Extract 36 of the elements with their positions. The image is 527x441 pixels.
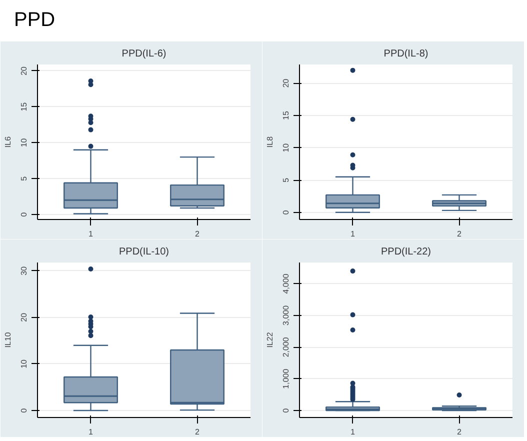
x-tick-label: 1 <box>350 428 356 436</box>
y-tick-label: 10 <box>20 358 28 368</box>
y-tick-label: 15 <box>20 102 28 112</box>
y-tick-label: 0 <box>282 210 290 215</box>
y-tick-label: 3,000 <box>282 304 290 326</box>
y-tick-label: 0 <box>282 408 290 413</box>
x-tick-label: 2 <box>195 230 200 238</box>
y-tick-label: 30 <box>20 266 28 276</box>
x-tick-label: 2 <box>457 230 462 238</box>
y-axis-title: IL10 <box>4 332 12 348</box>
y-tick-label: 20 <box>20 312 28 322</box>
y-tick-label: 5 <box>282 177 290 182</box>
y-tick-label: 4,000 <box>282 273 290 294</box>
chart-title: PPD(IL-10) <box>118 246 170 258</box>
chart-title: PPD(IL-8) <box>384 48 428 60</box>
y-tick-label: 15 <box>282 110 290 120</box>
x-tick-label: 1 <box>350 230 356 238</box>
y-tick-label: 0 <box>20 408 28 413</box>
y-tick-label: 1,000 <box>282 368 290 389</box>
chart-title: PPD(IL-6) <box>122 48 166 60</box>
y-axis-title: IL6 <box>4 136 12 148</box>
y-axis-title: IL22 <box>266 332 274 348</box>
y-tick-label: 10 <box>20 138 28 148</box>
text: PPD <box>14 8 56 33</box>
y-tick-label: 20 <box>282 78 290 88</box>
x-tick-label: 2 <box>195 428 200 436</box>
x-tick-label: 1 <box>88 230 94 238</box>
y-tick-label: 2,000 <box>282 336 290 358</box>
y-tick-label: 10 <box>282 142 290 152</box>
y-tick-label: 0 <box>20 212 28 217</box>
y-tick-label: 20 <box>20 66 28 76</box>
chart-title: PPD(IL-22) <box>380 246 432 258</box>
y-axis-title: IL8 <box>266 136 274 148</box>
y-tick-label: 5 <box>20 176 28 181</box>
x-tick-label: 1 <box>88 428 94 436</box>
x-tick-label: 2 <box>457 428 462 436</box>
